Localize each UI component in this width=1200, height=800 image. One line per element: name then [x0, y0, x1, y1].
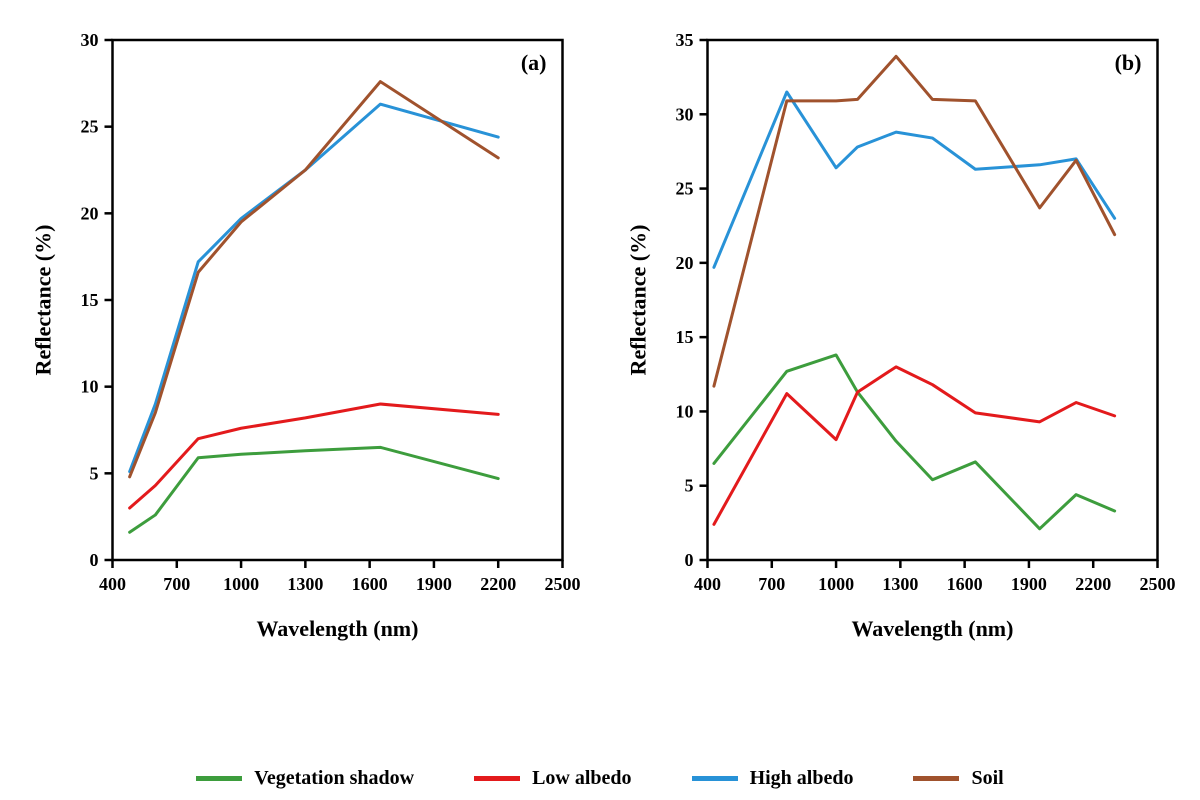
- x-tick-label: 1000: [818, 574, 854, 594]
- x-tick-label: 1900: [1011, 574, 1047, 594]
- y-tick-label: 5: [685, 476, 694, 496]
- series-high_albedo: [714, 92, 1115, 267]
- x-tick-label: 1600: [352, 574, 388, 594]
- chart-b-wrap: 400 700 1000 1300 1600 1900 2200 2500 0 5 10 15 20 25…: [615, 20, 1180, 660]
- chart-a-wrap: 400 700 1000 1300 1600 1900 2200 2500 0 5 10 15 20 25…: [20, 20, 585, 660]
- y-tick-label: 25: [81, 117, 99, 137]
- y-tick-label: 15: [81, 290, 99, 310]
- y-tick-label: 25: [676, 179, 694, 199]
- x-tick-label: 1300: [287, 574, 323, 594]
- figure-root: 400 700 1000 1300 1600 1900 2200 2500 0 5 10 15 20 25…: [0, 0, 1200, 800]
- x-tick-label: 1000: [223, 574, 259, 594]
- x-tick-label: 1900: [416, 574, 452, 594]
- y-axis-label: Reflectance (%): [31, 225, 56, 376]
- legend-swatch-high_albedo: [692, 776, 738, 781]
- x-tick-label: 400: [99, 574, 126, 594]
- legend-item-high_albedo: High albedo: [692, 767, 854, 790]
- x-tick-label: 700: [163, 574, 190, 594]
- chart-a: 400 700 1000 1300 1600 1900 2200 2500 0 5 10 15 20 25…: [20, 20, 585, 660]
- y-tick-label: 30: [676, 104, 694, 124]
- y-tick-label: 10: [676, 401, 694, 421]
- legend-label: Low albedo: [532, 767, 631, 790]
- y-tick-label: 10: [81, 377, 99, 397]
- legend-label: Vegetation shadow: [254, 767, 414, 790]
- x-axis-label: Wavelength (nm): [852, 616, 1014, 641]
- y-tick-label: 20: [676, 253, 694, 273]
- x-tick-label: 2500: [1140, 574, 1176, 594]
- legend-label: Soil: [971, 767, 1003, 790]
- legend-swatch-soil: [913, 776, 959, 781]
- series-low_albedo: [130, 404, 499, 508]
- y-tick-label: 30: [81, 30, 99, 50]
- legend-swatch-vegetation_shadow: [196, 776, 242, 781]
- x-tick-label: 2500: [545, 574, 581, 594]
- x-tick-label: 700: [758, 574, 785, 594]
- legend-item-vegetation_shadow: Vegetation shadow: [196, 767, 414, 790]
- x-tick-label: 400: [694, 574, 721, 594]
- x-tick-label: 2200: [1075, 574, 1111, 594]
- x-tick-label: 1300: [882, 574, 918, 594]
- chart-b: 400 700 1000 1300 1600 1900 2200 2500 0 5 10 15 20 25…: [615, 20, 1180, 660]
- series-low_albedo: [714, 367, 1115, 524]
- y-tick-label: 5: [90, 463, 99, 483]
- series-vegetation_shadow: [714, 355, 1115, 529]
- x-axis-label: Wavelength (nm): [257, 616, 419, 641]
- legend-item-soil: Soil: [913, 767, 1003, 790]
- series-vegetation_shadow: [130, 447, 499, 532]
- panel-label: (a): [521, 50, 547, 75]
- legend-label: High albedo: [750, 767, 854, 790]
- x-tick-label: 1600: [947, 574, 983, 594]
- y-tick-label: 35: [676, 30, 694, 50]
- legend-item-low_albedo: Low albedo: [474, 767, 631, 790]
- y-axis-label: Reflectance (%): [626, 225, 651, 376]
- y-tick-label: 15: [676, 327, 694, 347]
- legend-swatch-low_albedo: [474, 776, 520, 781]
- x-tick-label: 2200: [480, 574, 516, 594]
- series-soil: [714, 56, 1115, 386]
- y-tick-label: 0: [90, 550, 99, 570]
- y-tick-label: 20: [81, 203, 99, 223]
- panel-label: (b): [1115, 50, 1142, 75]
- legend: Vegetation shadow Low albedo High albedo So…: [20, 737, 1180, 790]
- charts-row: 400 700 1000 1300 1600 1900 2200 2500 0 5 10 15 20 25…: [20, 20, 1180, 737]
- y-tick-label: 0: [685, 550, 694, 570]
